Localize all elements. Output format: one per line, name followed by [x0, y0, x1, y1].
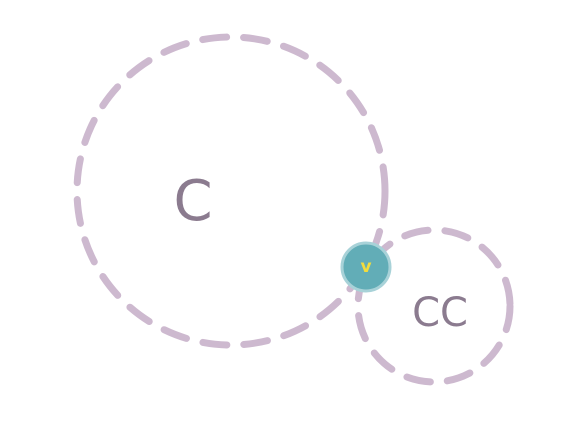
circle-cc-outline — [354, 226, 514, 386]
circle-cc-label: CC — [412, 290, 468, 336]
circle-c-label: C — [173, 169, 212, 234]
circle-cc: CC — [354, 226, 514, 386]
node-v-circle[interactable] — [340, 241, 392, 293]
node-v[interactable]: v — [340, 241, 392, 293]
circle-c: C — [73, 33, 389, 349]
node-v-label: v — [360, 257, 371, 277]
circle-c-outline — [73, 33, 389, 349]
